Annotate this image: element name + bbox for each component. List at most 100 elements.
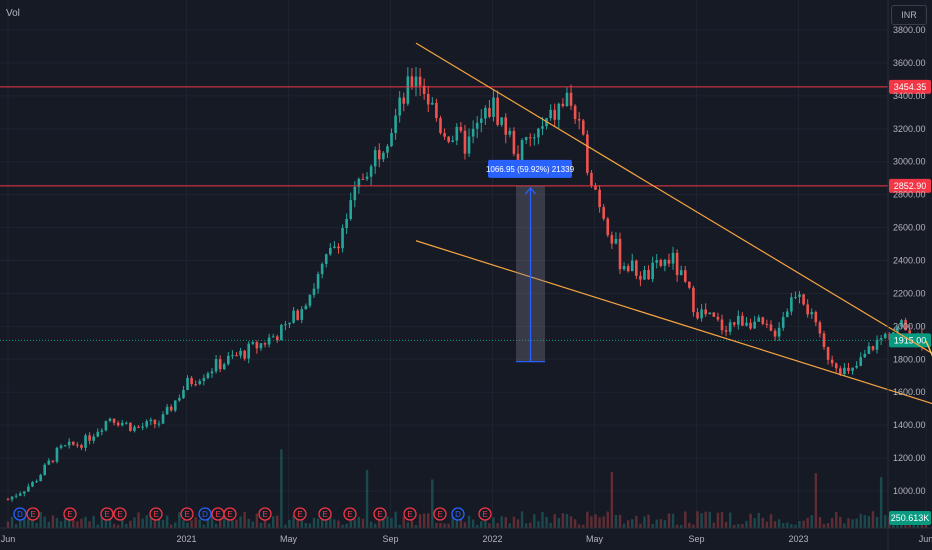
volume-bar <box>639 523 642 528</box>
trendline-lower[interactable] <box>415 240 932 450</box>
candle-body <box>863 353 867 358</box>
volume-bar <box>202 524 206 528</box>
candle-body <box>341 227 344 249</box>
candle-body <box>737 315 740 325</box>
volume-bar <box>72 519 75 528</box>
candle-body <box>565 92 569 107</box>
candle-body <box>18 493 22 496</box>
candle-body <box>112 418 116 423</box>
volume-bar <box>108 513 112 528</box>
volume-bar <box>259 522 263 528</box>
earnings-marker-icon[interactable] <box>318 507 332 521</box>
y-tick-label: 1800.00 <box>893 354 926 364</box>
volume-bar <box>777 519 781 528</box>
candle-body <box>749 322 752 329</box>
earnings-marker-icon[interactable] <box>149 507 163 521</box>
volume-bar <box>822 523 826 528</box>
candle-body <box>43 464 47 475</box>
volume-bar <box>427 513 430 528</box>
volume-bar <box>251 521 254 528</box>
volume-bar <box>369 521 373 528</box>
volume-bar <box>806 517 809 528</box>
candle-body <box>169 406 173 411</box>
candle-body <box>594 185 597 190</box>
y-axis[interactable]: 3800.00 3600.00 3400.00 3200.00 3000.00 2800.… <box>887 0 931 550</box>
candle-body <box>149 419 153 422</box>
earnings-marker-icon[interactable] <box>373 507 387 521</box>
earnings-marker-icon[interactable] <box>343 507 357 521</box>
candle-body <box>500 117 503 125</box>
volume-bar <box>598 517 601 528</box>
candle-body <box>365 176 369 179</box>
volume-bar <box>659 519 662 528</box>
earnings-marker-icon[interactable] <box>26 507 40 521</box>
volume-bar <box>647 514 650 528</box>
volume-bar <box>675 524 679 528</box>
volume-bar <box>198 519 201 528</box>
volume-bar <box>663 520 667 528</box>
earnings-marker-icon[interactable] <box>478 507 492 521</box>
earnings-marker-icon[interactable] <box>180 507 194 521</box>
volume-bar <box>443 523 446 528</box>
candle-body <box>851 367 854 371</box>
volume-bar <box>724 521 728 528</box>
volume-bar <box>116 524 120 528</box>
earnings-marker-icon[interactable] <box>100 507 114 521</box>
currency-selector[interactable]: INR <box>891 5 927 25</box>
candle-body <box>165 406 169 415</box>
volume-bar <box>51 515 55 528</box>
candle-body <box>553 109 557 120</box>
volume-bar <box>190 520 193 528</box>
x-axis[interactable]: Jun2021MaySep2022MaySep2023Jun2024May <box>0 527 932 544</box>
volume-bar <box>851 519 854 528</box>
earnings-marker-icon[interactable] <box>258 507 272 521</box>
candle-body <box>153 419 157 425</box>
candle-body <box>463 130 467 154</box>
measure-label: 1066.95 (59.92%) 21339 <box>486 165 575 174</box>
volume-bar <box>741 524 744 528</box>
candle-body <box>471 128 475 137</box>
earnings-marker-icon[interactable] <box>113 507 127 521</box>
event-marker-label: E <box>30 510 35 519</box>
trendline-upper[interactable] <box>415 42 932 441</box>
candle-body <box>492 97 495 117</box>
volume-bar <box>312 517 316 528</box>
x-tick-label: May <box>280 534 298 544</box>
earnings-marker-icon[interactable] <box>433 507 447 521</box>
candle-body <box>76 444 79 446</box>
volume-bar <box>316 518 320 528</box>
volume-bar <box>467 515 471 528</box>
candle-body <box>659 260 663 266</box>
earnings-marker-icon[interactable] <box>223 507 237 521</box>
candle-body <box>883 333 887 339</box>
candle-body <box>218 359 222 370</box>
dividend-marker-icon[interactable] <box>451 507 465 521</box>
price-range-measure[interactable]: 1066.95 (59.92%) 21339 <box>486 159 575 363</box>
earnings-marker-icon[interactable] <box>63 507 77 521</box>
trendline-drawings[interactable] <box>415 42 932 450</box>
volume-bar <box>684 511 687 528</box>
dividend-marker-icon[interactable] <box>198 507 212 521</box>
earnings-marker-icon[interactable] <box>293 507 307 521</box>
candle-body <box>447 136 450 142</box>
volume-bar <box>786 522 789 528</box>
volume-bar <box>863 514 866 528</box>
candle-body <box>51 460 55 462</box>
y-tick-label: 1200.00 <box>893 453 926 463</box>
volume-bar <box>508 523 512 528</box>
candle-body <box>533 137 536 139</box>
volume-bar <box>769 514 773 528</box>
volume-bar <box>520 511 524 528</box>
volume-bar <box>790 524 793 528</box>
candle-body <box>23 491 26 494</box>
candle-body <box>826 347 830 360</box>
volume-bar <box>104 518 108 528</box>
candle-body <box>475 122 479 129</box>
volume-bar <box>871 511 875 528</box>
volume-bar <box>47 521 50 528</box>
earnings-marker-icon[interactable] <box>403 507 417 521</box>
dividend-marker-icon[interactable] <box>13 507 27 521</box>
event-marker-label: E <box>377 510 382 519</box>
